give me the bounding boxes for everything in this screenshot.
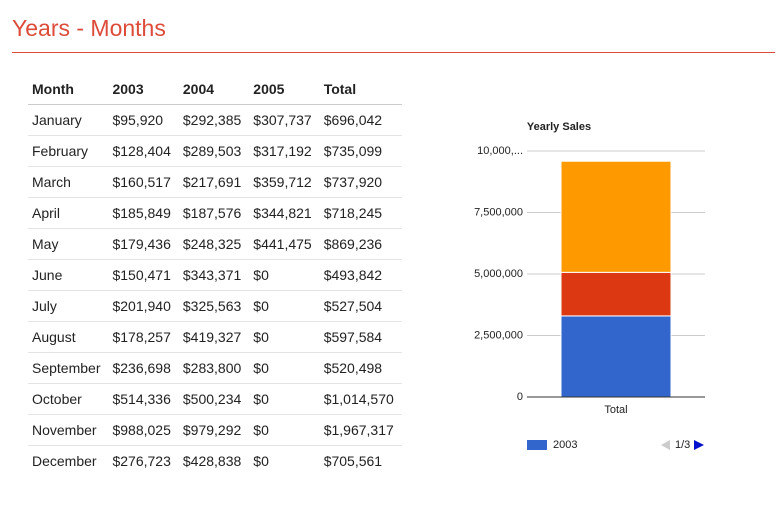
table-cell: $217,691 [178, 166, 250, 198]
table-cell: $317,192 [249, 135, 320, 167]
table-cell: $419,327 [178, 321, 250, 353]
table-cell: $500,234 [178, 383, 250, 415]
table-cell: $988,025 [108, 414, 179, 446]
table-row: October $514,336 $500,234 $0 $1,014,570 [28, 383, 402, 415]
table-cell: $179,436 [108, 228, 179, 260]
bar-segment [560, 160, 672, 273]
legend-prev [661, 440, 670, 450]
table-cell: January [28, 104, 109, 136]
y-tick-label: 5,000,000 [474, 268, 523, 280]
table-cell: $344,821 [249, 197, 320, 229]
column-header: 2003 [108, 74, 179, 105]
table-cell: $160,517 [108, 166, 179, 198]
title-rule [12, 52, 775, 53]
table-cell: March [28, 166, 109, 198]
table-cell: $185,849 [108, 197, 179, 229]
table-cell: $150,471 [108, 259, 179, 291]
table-cell: $0 [249, 414, 320, 446]
legend-swatch [527, 440, 547, 450]
table-cell: $292,385 [178, 104, 250, 136]
column-header: Total [319, 74, 402, 105]
bar-segment [560, 315, 672, 398]
sales-table: Month 2003 2004 2005 Total January $95,920 $292… [28, 74, 402, 476]
table-cell: $178,257 [108, 321, 179, 353]
table-cell: $236,698 [108, 352, 179, 384]
table-cell: July [28, 290, 109, 322]
table-cell: $520,498 [319, 352, 402, 384]
table-cell: February [28, 135, 109, 167]
column-header: Month [28, 74, 109, 105]
table-cell: September [28, 352, 109, 384]
legend-label: 2003 [553, 439, 577, 451]
legend-next[interactable] [694, 440, 704, 450]
table-cell: $359,712 [249, 166, 320, 198]
table-cell: $201,940 [108, 290, 179, 322]
table-cell: $869,236 [319, 228, 402, 260]
table-row: August $178,257 $419,327 $0 $597,584 [28, 321, 402, 353]
bar-segment [560, 271, 672, 317]
x-tick-label: Total [604, 404, 627, 416]
table-row: June $150,471 $343,371 $0 $493,842 [28, 259, 402, 291]
y-tick-label: 10,000,... [477, 145, 523, 157]
table-cell: $718,245 [319, 197, 402, 229]
chart-title: Yearly Sales [527, 121, 591, 133]
table-cell: $0 [249, 259, 320, 291]
header-row: Month 2003 2004 2005 Total [28, 74, 402, 105]
table-cell: $493,842 [319, 259, 402, 291]
table-cell: November [28, 414, 109, 446]
y-tick-label: 2,500,000 [474, 329, 523, 341]
page-title: Years - Months [12, 15, 166, 41]
table-cell: August [28, 321, 109, 353]
table-row: December $276,723 $428,838 $0 $705,561 [28, 446, 402, 477]
column-header: 2005 [249, 74, 320, 105]
table-cell: $514,336 [108, 383, 179, 415]
table-cell: $0 [249, 290, 320, 322]
column-header: 2004 [178, 74, 250, 105]
table-row: January $95,920 $292,385 $307,737 $696,042 [28, 104, 402, 136]
table-cell: April [28, 197, 109, 229]
table-cell: $1,014,570 [319, 383, 402, 415]
table-row: September $236,698 $283,800 $0 $520,498 [28, 352, 402, 384]
table-cell: $343,371 [178, 259, 250, 291]
table-cell: $696,042 [319, 104, 402, 136]
table-cell: $0 [249, 383, 320, 415]
table-cell: June [28, 259, 109, 291]
table-cell: $95,920 [108, 104, 179, 136]
table-cell: May [28, 228, 109, 260]
table-cell: $527,504 [319, 290, 402, 322]
table-cell: $128,404 [108, 135, 179, 167]
table-cell: $1,967,317 [319, 414, 402, 446]
table-row: April $185,849 $187,576 $344,821 $718,245 [28, 197, 402, 229]
table-cell: $0 [249, 321, 320, 353]
table-cell: December [32, 453, 97, 469]
table-cell: $705,561 [323, 453, 383, 469]
table-row: March $160,517 $217,691 $359,712 $737,920 [28, 166, 402, 198]
table-cell: $0 [253, 453, 269, 469]
table-cell: $735,099 [319, 135, 402, 167]
table-row: May $179,436 $248,325 $441,475 $869,236 [28, 228, 402, 260]
y-tick-label: 7,500,000 [474, 206, 523, 218]
table-cell: $276,723 [112, 453, 171, 469]
table-cell: October [28, 383, 109, 415]
table-cell: $248,325 [178, 228, 250, 260]
table-row: February $128,404 $289,503 $317,192 $735,099 [28, 135, 402, 167]
table-cell: $283,800 [178, 352, 250, 384]
table-cell: $979,292 [178, 414, 250, 446]
table-cell: $325,563 [178, 290, 250, 322]
table-cell: $289,503 [178, 135, 250, 167]
table-row: July $201,940 $325,563 $0 $527,504 [28, 290, 402, 322]
table-cell: $307,737 [249, 104, 320, 136]
y-tick-label: 0 [517, 391, 523, 403]
table-cell: $428,838 [182, 453, 242, 469]
table-cell: $0 [249, 352, 320, 384]
legend-page: 1/3 [675, 439, 690, 451]
table-cell: $597,584 [319, 321, 402, 353]
table-row: November $988,025 $979,292 $0 $1,967,317 [28, 414, 402, 446]
table-cell: $737,920 [319, 166, 402, 198]
table-cell: $187,576 [178, 197, 250, 229]
table-cell: $441,475 [249, 228, 320, 260]
